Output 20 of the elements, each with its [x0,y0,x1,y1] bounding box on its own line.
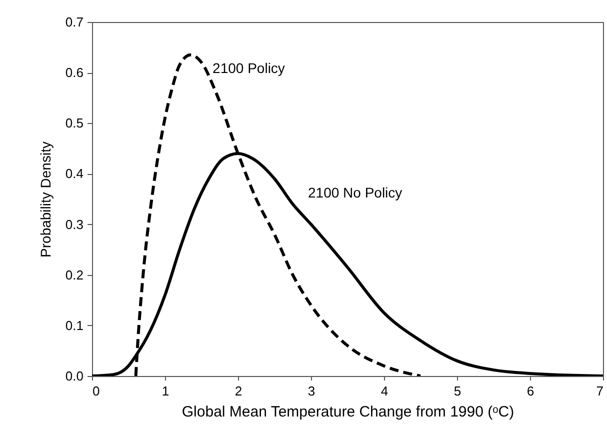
y-axis-title: Probability Density [37,142,54,258]
series-label: 2100 Policy [212,60,285,76]
y-tick-label: 0.7 [65,14,84,30]
series-label: 2100 No Policy [308,184,402,200]
x-tick-label: 7 [596,384,604,398]
x-tick-label: 3 [308,384,316,398]
y-tick-label: 0.4 [65,166,84,182]
y-tick-label: 0.0 [65,368,84,384]
y-tick-label: 0.2 [65,267,84,282]
x-tick-label: 0 [92,384,100,398]
x-tick-label: 1 [162,384,170,398]
y-tick-label: 0.3 [65,216,84,232]
y-tick-label: 0.5 [65,116,84,131]
y-tick-label: 0.6 [65,65,84,80]
x-tick-label: 5 [454,384,462,398]
y-tick-label: 0.1 [65,318,84,333]
x-axis-title: Global Mean Temperature Change from 1990 (ᵒC) [182,404,514,420]
x-tick-label: 6 [526,384,534,398]
x-tick-label: 4 [380,384,388,398]
x-tick-label: 2 [234,384,242,398]
